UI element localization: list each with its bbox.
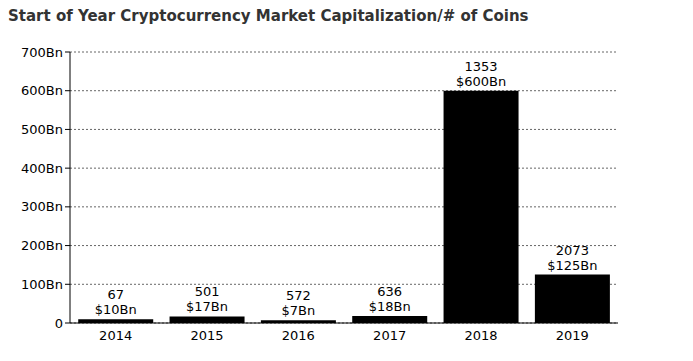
svg-text:2073: 2073 xyxy=(556,243,589,258)
svg-text:2015: 2015 xyxy=(190,328,223,343)
svg-text:67: 67 xyxy=(107,287,124,302)
svg-text:200Bn: 200Bn xyxy=(21,238,63,253)
svg-text:$10Bn: $10Bn xyxy=(95,302,137,317)
svg-text:300Bn: 300Bn xyxy=(21,199,63,214)
svg-text:700Bn: 700Bn xyxy=(21,45,63,60)
svg-text:1353: 1353 xyxy=(465,59,498,74)
svg-text:2014: 2014 xyxy=(99,328,132,343)
svg-text:$600Bn: $600Bn xyxy=(456,74,506,89)
svg-text:0: 0 xyxy=(55,316,63,331)
svg-text:2016: 2016 xyxy=(282,328,315,343)
html-text:Start of Year Cryptocurrency M: Start of Year Cryptocurrency Market Capi… xyxy=(8,7,529,25)
svg-text:100Bn: 100Bn xyxy=(21,277,63,292)
svg-text:500Bn: 500Bn xyxy=(21,122,63,137)
svg-text:$7Bn: $7Bn xyxy=(282,303,316,318)
svg-text:$18Bn: $18Bn xyxy=(369,299,411,314)
svg-text:$17Bn: $17Bn xyxy=(186,299,228,314)
svg-text:600Bn: 600Bn xyxy=(21,83,63,98)
svg-text:636: 636 xyxy=(377,284,402,299)
svg-text:2017: 2017 xyxy=(373,328,406,343)
svg-text:501: 501 xyxy=(195,284,220,299)
svg-text:400Bn: 400Bn xyxy=(21,161,63,176)
svg-text:572: 572 xyxy=(286,288,311,303)
svg-text:2018: 2018 xyxy=(464,328,497,343)
svg-text:2019: 2019 xyxy=(556,328,589,343)
svg-text:$125Bn: $125Bn xyxy=(547,258,597,273)
